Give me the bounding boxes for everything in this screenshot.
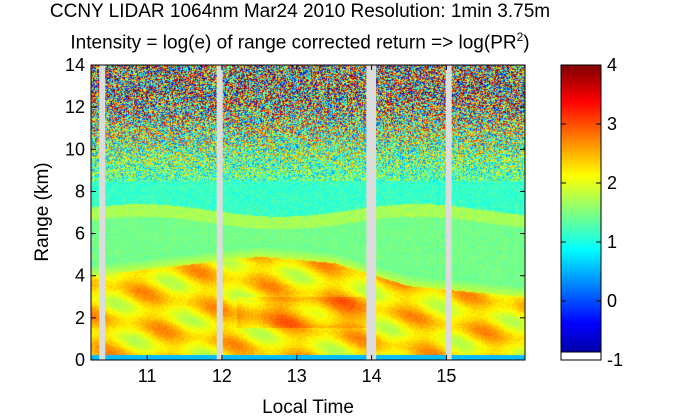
y-tick-label: 12 — [65, 97, 85, 117]
subtitle-text: Intensity = log(e) of range corrected re… — [70, 32, 517, 54]
data-gap-band — [370, 65, 377, 360]
plot-frame — [90, 64, 526, 361]
subtitle-suffix: ) — [523, 32, 530, 54]
data-gap-band — [99, 65, 106, 360]
y-tick-label: 8 — [75, 181, 85, 201]
y-axis: 0 2 4 6 8 10 12 14 — [65, 55, 525, 370]
y-tick-label: 10 — [65, 139, 85, 159]
data-gap-band — [445, 65, 452, 360]
subtitle-superscript: 2 — [516, 30, 524, 44]
x-axis: 11 12 13 14 15 — [138, 65, 456, 386]
colorbar-tick-label: 3 — [607, 114, 617, 134]
lidar-heatmap-image — [91, 65, 525, 360]
chart-title: CCNY LIDAR 1064nm Mar24 2010 Resolution:… — [49, 1, 551, 22]
x-tick-label: 13 — [287, 366, 307, 386]
data-gap-band — [216, 65, 223, 360]
x-tick-label: 12 — [212, 366, 232, 386]
colorbar — [560, 64, 602, 361]
x-tick-label: 14 — [362, 366, 382, 386]
y-tick-label: 14 — [65, 55, 85, 75]
y-tick-label: 4 — [75, 266, 85, 286]
colorbar-tick-label: -1 — [607, 350, 623, 370]
x-tick-label: 15 — [436, 366, 456, 386]
data-gap-band — [366, 65, 373, 360]
y-tick-label: 2 — [75, 308, 85, 328]
colorbar-tick-label: 4 — [607, 55, 617, 75]
x-axis-label: Local Time — [262, 397, 354, 418]
colorbar-bottom-band — [560, 351, 602, 361]
y-tick-label: 6 — [75, 224, 85, 244]
colorbar-axis: -1 0 1 2 3 4 — [561, 55, 623, 370]
y-tick-label: 0 — [75, 350, 85, 370]
y-axis-label: Range (km) — [32, 162, 53, 261]
chart-subtitle: Intensity = log(e) of range corrected re… — [0, 26, 600, 54]
colorbar-tick-label: 2 — [607, 173, 617, 193]
colorbar-tick-label: 1 — [607, 232, 617, 252]
x-tick-label: 11 — [138, 366, 157, 386]
data-gaps — [99, 65, 452, 360]
colorbar-tick-label: 0 — [607, 291, 617, 311]
